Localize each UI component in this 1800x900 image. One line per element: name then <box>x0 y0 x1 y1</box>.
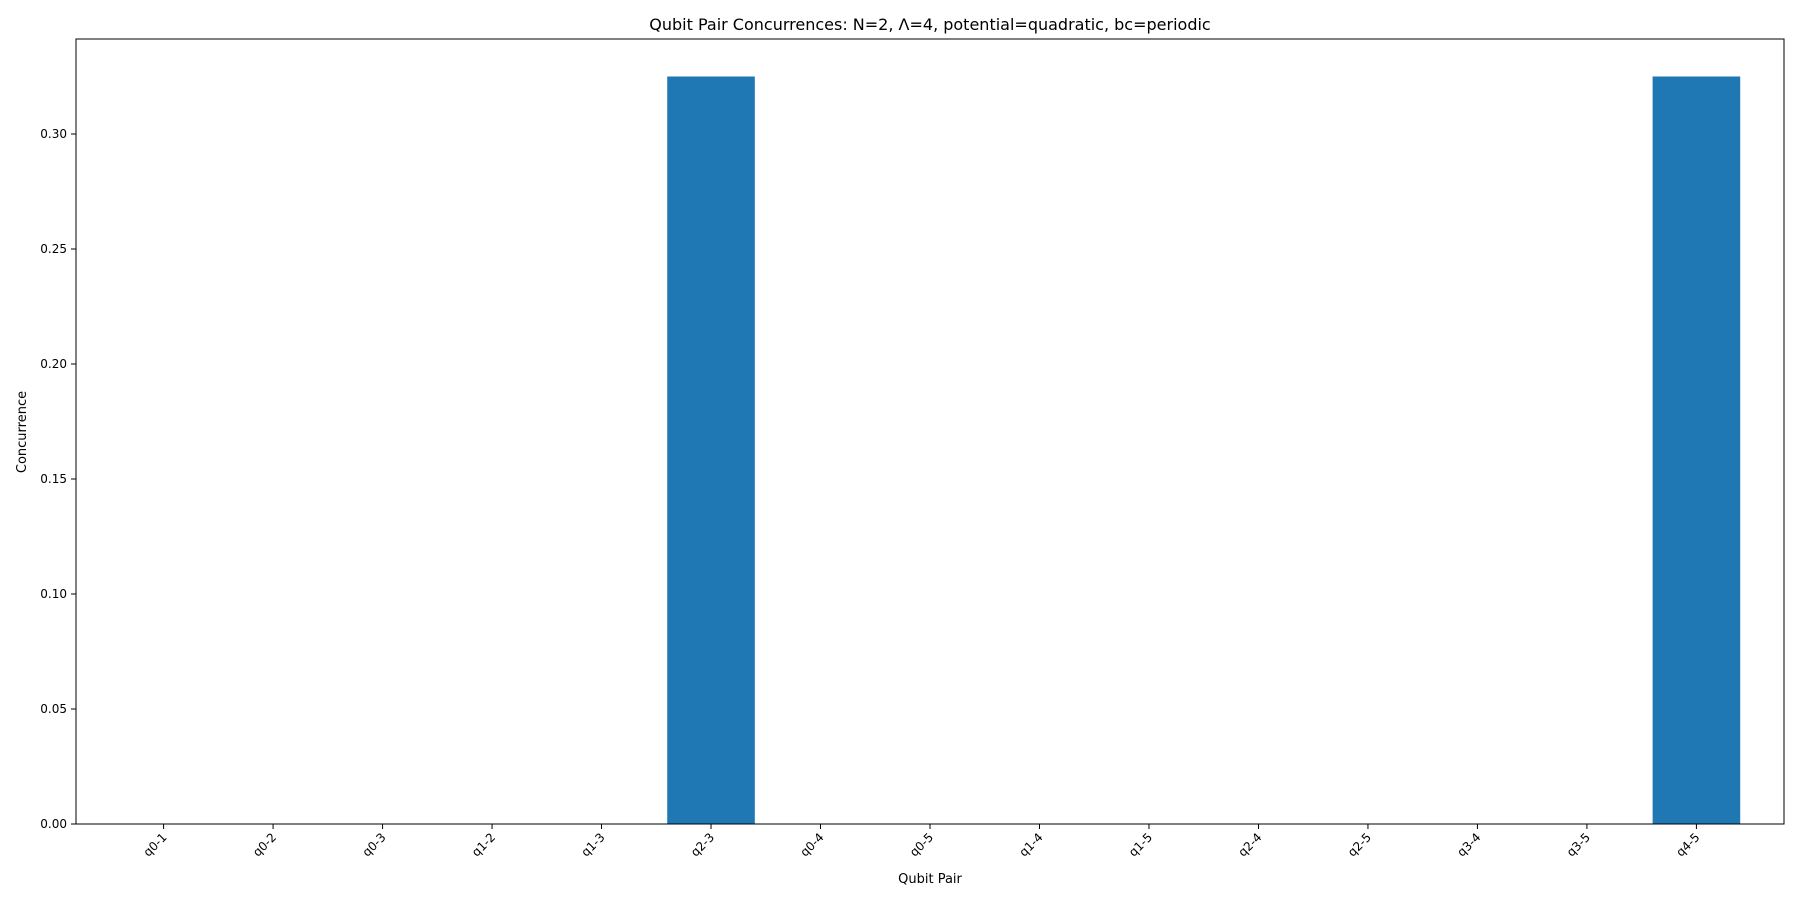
x-axis-label: Qubit Pair <box>898 872 962 887</box>
y-tick-label: 0.10 <box>40 587 67 601</box>
y-tick-label: 0.15 <box>40 472 67 486</box>
x-tick-label: q0-4 <box>797 830 826 859</box>
bar-q4-5 <box>1652 76 1741 824</box>
x-tick-label: q1-3 <box>579 830 608 859</box>
x-tick-label: q0-5 <box>907 830 936 859</box>
x-tick-label: q1-5 <box>1126 830 1155 859</box>
x-tick-label: q0-1 <box>141 830 170 859</box>
x-tick-label: q3-5 <box>1564 830 1593 859</box>
y-tick-label: 0.05 <box>40 702 67 716</box>
bar-q2-3 <box>667 76 755 824</box>
x-axis-ticks: q0-1 q0-2 q0-3 q1-2 q1-3 q2-3 q0-4 q0-5 q1-4 q1-5… <box>141 824 1703 859</box>
x-tick-label: q1-2 <box>469 830 498 859</box>
x-tick-label: q2-5 <box>1345 830 1374 859</box>
chart-title: Qubit Pair Concurrences: N=2, Λ=4, poten… <box>649 15 1210 34</box>
y-tick-label: 0.30 <box>40 127 67 141</box>
x-tick-label: q1-4 <box>1016 830 1045 859</box>
y-axis-ticks: 0.00 0.05 0.10 0.15 0.20 0.25 0.30 <box>40 127 76 831</box>
y-tick-label: 0.00 <box>40 817 67 831</box>
x-tick-label: q3-4 <box>1454 830 1483 859</box>
x-tick-label: q2-4 <box>1235 830 1264 859</box>
plot-frame <box>75 38 1785 825</box>
y-tick-label: 0.25 <box>40 242 67 256</box>
y-axis-label: Concurrence <box>15 391 30 473</box>
x-tick-label: q2-3 <box>688 830 717 859</box>
x-tick-label: q0-3 <box>360 830 389 859</box>
y-tick-label: 0.20 <box>40 357 67 371</box>
x-tick-label: q0-2 <box>250 830 279 859</box>
x-tick-label: q4-5 <box>1673 830 1702 859</box>
bars-group <box>667 76 1741 824</box>
